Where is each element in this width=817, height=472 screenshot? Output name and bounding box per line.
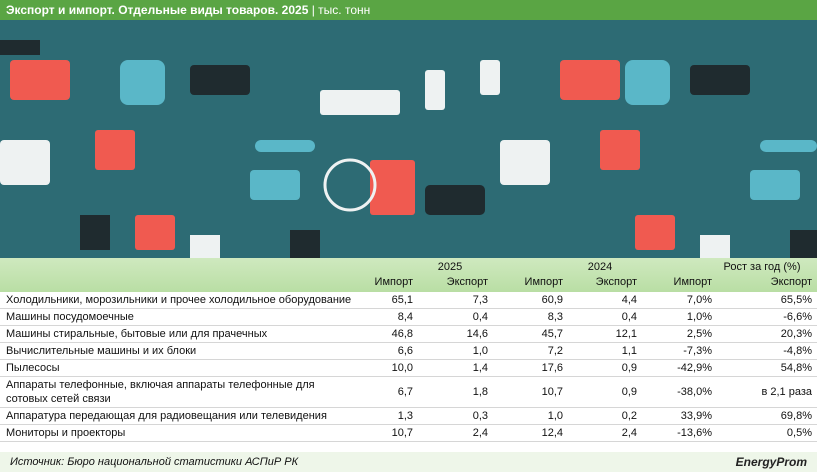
cell: 54,8%: [780, 362, 812, 374]
cell: 14,6: [466, 328, 488, 340]
source: Источник: Бюро национальной статистики А…: [10, 456, 299, 468]
group-header: Рост за год (%): [723, 261, 801, 273]
cell: 7,2: [547, 345, 563, 357]
cell: -13,6%: [677, 427, 712, 439]
cell: 1,0: [472, 345, 488, 357]
cell: 0,3: [472, 410, 488, 422]
cell: 0,2: [621, 410, 637, 422]
table-row: Холодильники, морозильники и прочее холо…: [0, 292, 817, 309]
table-row: Аппараты телефонные, включая аппараты те…: [0, 377, 817, 408]
column-header: Импорт: [524, 276, 563, 288]
table-row: Аппаратура передающая для радиовещания и…: [0, 408, 817, 425]
group-header: 2024: [587, 261, 613, 273]
header-illustration: [0, 20, 817, 258]
cell: -4,8%: [783, 345, 812, 357]
cell: -42,9%: [677, 362, 712, 374]
cell: 0,9: [621, 386, 637, 398]
cell: 1,1: [621, 345, 637, 357]
cell: 10,0: [391, 362, 413, 374]
table-row: Машины стиральные, бытовые или для праче…: [0, 326, 817, 343]
column-header: Экспорт: [446, 276, 488, 288]
cell: -7,3%: [683, 345, 712, 357]
cell: 65,1: [391, 294, 413, 306]
cell: 0,9: [621, 362, 637, 374]
row-label: Холодильники, морозильники и прочее холо…: [6, 294, 352, 306]
column-header: Экспорт: [595, 276, 637, 288]
cell: 12,1: [615, 328, 637, 340]
cell: 0,5%: [786, 427, 812, 439]
cell: 8,4: [397, 311, 413, 323]
column-header: Импорт: [374, 276, 413, 288]
cell: 65,5%: [780, 294, 812, 306]
unit: | тыс. тонн: [311, 3, 371, 17]
cell: 0,4: [621, 311, 637, 323]
cell: 1,0: [547, 410, 563, 422]
cell: 7,3: [472, 294, 488, 306]
cell: 33,9%: [680, 410, 712, 422]
cell: 0,4: [472, 311, 488, 323]
table-row: Машины посудомоечные 8,4 0,4 8,3 0,4 1,0% -6,6…: [0, 309, 817, 326]
cell: 1,8: [472, 386, 488, 398]
cell: в 2,1 раза: [761, 386, 812, 398]
footer: Источник: Бюро национальной статистики А…: [0, 452, 817, 472]
table-body: Холодильники, морозильники и прочее холо…: [0, 292, 817, 442]
cell: 20,3%: [780, 328, 812, 340]
table-row: Мониторы и проекторы 10,7 2,4 12,4 2,4 -13,6%…: [0, 425, 817, 442]
row-label: Вычислительные машины и их блоки: [6, 345, 197, 357]
cell: 10,7: [391, 427, 413, 439]
row-label: Аппаратура передающая для радиовещания и…: [6, 410, 327, 422]
cell: -6,6%: [783, 311, 812, 323]
column-header: Импорт: [673, 276, 712, 288]
row-label: Пылесосы: [6, 362, 60, 374]
cell: 1,4: [472, 362, 488, 374]
title-bar: Экспорт и импорт. Отдельные виды товаров…: [0, 0, 817, 20]
table-header: 2025 2024 Рост за год (%) Импорт Экспорт Импо…: [0, 258, 817, 292]
cell: 60,9: [541, 294, 563, 306]
group-header: 2025: [437, 261, 463, 273]
row-label: Машины посудомоечные: [6, 311, 134, 323]
title: Экспорт и импорт. Отдельные виды товаров…: [6, 3, 309, 17]
cell: 46,8: [391, 328, 413, 340]
cell: 4,4: [621, 294, 637, 306]
cell: 2,4: [472, 427, 488, 439]
cell: 17,6: [541, 362, 563, 374]
table-row: Вычислительные машины и их блоки 6,6 1,0 7,…: [0, 343, 817, 360]
cell: 10,7: [541, 386, 563, 398]
cell: 6,7: [397, 386, 413, 398]
cell: 12,4: [541, 427, 563, 439]
cell: 69,8%: [780, 410, 812, 422]
cell: 2,4: [621, 427, 637, 439]
cell: 6,6: [397, 345, 413, 357]
row-label: Машины стиральные, бытовые или для праче…: [6, 328, 268, 340]
table-row: Пылесосы 10,0 1,4 17,6 0,9 -42,9% 54,8%: [0, 360, 817, 377]
cell: 1,0%: [686, 311, 712, 323]
cell: -38,0%: [677, 386, 712, 398]
logo: EnergyProm: [735, 455, 807, 469]
cell: 2,5%: [686, 328, 712, 340]
column-header: Экспорт: [770, 276, 812, 288]
cell: 45,7: [541, 328, 563, 340]
cell: 8,3: [547, 311, 563, 323]
row-label: Аппараты телефонные, включая аппараты те…: [6, 379, 315, 405]
cell: 7,0%: [686, 294, 712, 306]
row-label: Мониторы и проекторы: [6, 427, 126, 439]
cell: 1,3: [397, 410, 413, 422]
